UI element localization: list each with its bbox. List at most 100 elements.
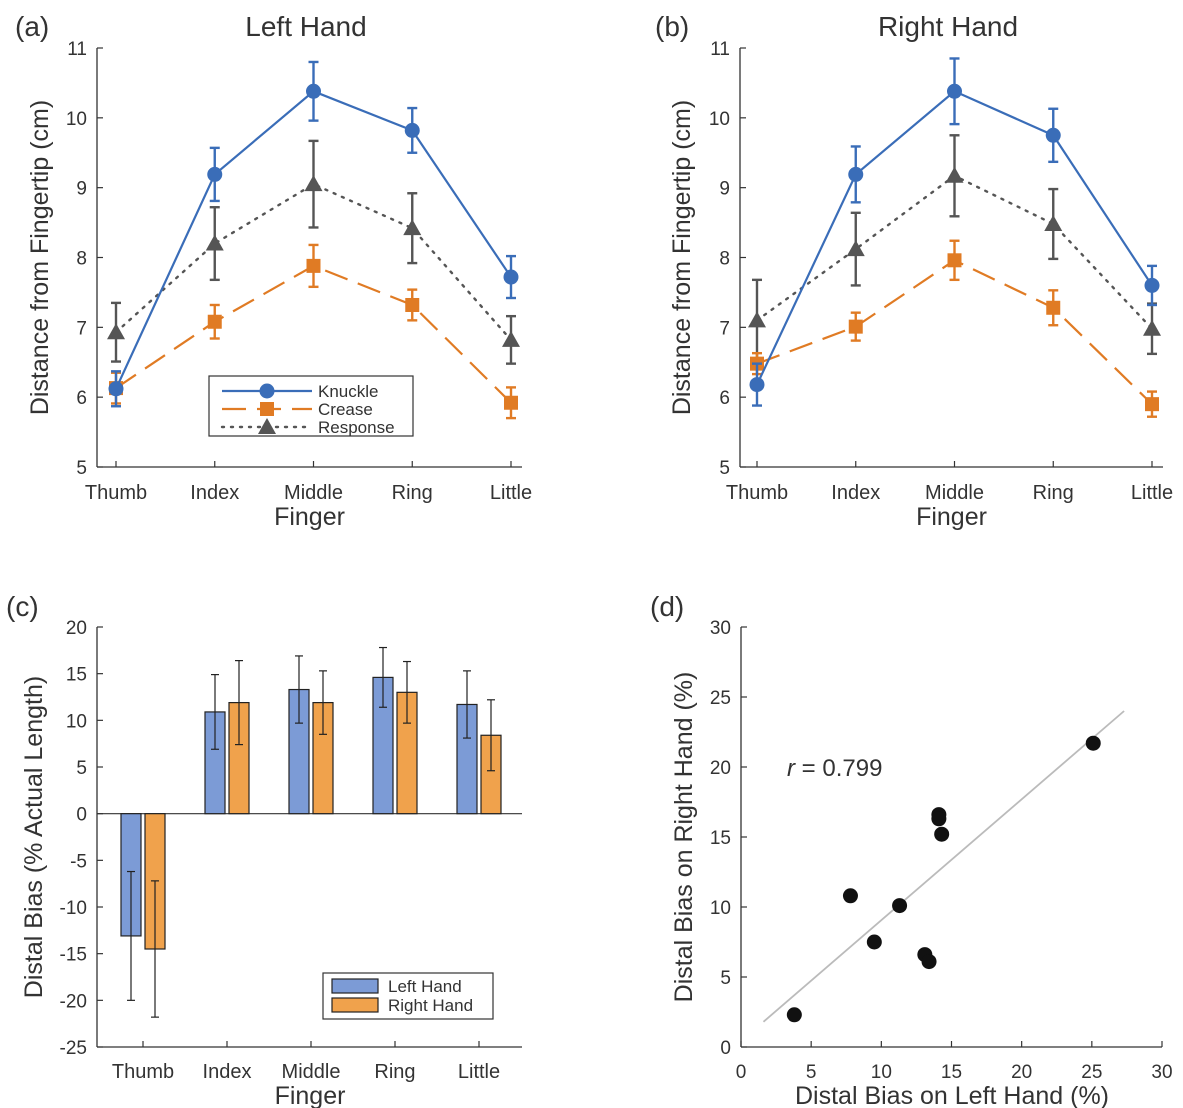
- series-line-response: [114, 182, 513, 342]
- panel-label: (a): [15, 11, 49, 42]
- data-point-knuckle: [404, 122, 420, 138]
- panel-label: (c): [6, 591, 39, 622]
- data-point-response: [748, 311, 766, 328]
- y-tick-label: -15: [60, 945, 87, 966]
- panel-c: (c) -25 -20 -15 -10 -5 0 5 10 15 20 Thumb Index Middl…: [6, 591, 522, 1108]
- data-point-response: [304, 175, 323, 192]
- y-tick-label: 5: [76, 458, 87, 479]
- x-tick-label: Ring: [1033, 482, 1074, 504]
- scatter-point: [931, 811, 947, 827]
- y-tick-label: 20: [66, 618, 87, 639]
- y-tick-label: 5: [720, 968, 731, 989]
- x-tick-label: 20: [1011, 1062, 1032, 1083]
- legend-label: Left Hand: [388, 977, 462, 996]
- data-point-crease: [1145, 397, 1159, 412]
- legend-label: Knuckle: [318, 382, 378, 401]
- panel-title: Left Hand: [245, 11, 366, 42]
- y-tick-label: 10: [66, 109, 87, 130]
- x-axis-label: Finger: [916, 503, 987, 531]
- y-tick-label: 9: [719, 179, 730, 200]
- y-tick-label: 8: [76, 249, 87, 270]
- y-tick-label: 25: [710, 688, 731, 709]
- x-tick-label: Middle: [282, 1061, 341, 1083]
- x-axis-label: Finger: [275, 1082, 346, 1108]
- x-tick-label: Little: [490, 482, 532, 504]
- y-tick-label: -25: [60, 1038, 87, 1059]
- y-tick-label: 7: [76, 318, 87, 339]
- panel-label: (b): [655, 11, 689, 42]
- panel-d: (d) 0 5 10 15 20 25 30 0 5 10 15 20 25 30 Distal Bias o…: [650, 591, 1173, 1108]
- legend-label: Crease: [318, 400, 373, 419]
- legend-marker: [260, 402, 274, 416]
- x-tick-label: 25: [1081, 1062, 1102, 1083]
- y-tick-label: 11: [67, 39, 87, 60]
- data-point-knuckle: [207, 166, 223, 182]
- fit-line: [762, 710, 1125, 1023]
- panel-a: (a) Left Hand 5 6 7 8 9 10 11 Thumb Index Middle Rin…: [15, 11, 532, 531]
- data-point-response: [205, 234, 224, 251]
- y-axis-label: Distal Bias (% Actual Length): [20, 676, 48, 998]
- scatter-point: [892, 898, 908, 914]
- y-tick-label: 7: [719, 318, 730, 339]
- data-point-knuckle: [749, 377, 765, 393]
- x-tick-label: 0: [736, 1062, 747, 1083]
- data-point-response: [846, 240, 865, 257]
- y-tick-label: 6: [719, 388, 730, 409]
- x-tick-label: Index: [190, 482, 239, 504]
- x-tick-label: Middle: [284, 482, 343, 504]
- x-tick-label: Ring: [374, 1061, 415, 1083]
- y-tick-label: 10: [709, 109, 730, 130]
- data-point-crease: [504, 395, 518, 410]
- y-axis-label: Distance from Fingertip (cm): [668, 100, 696, 415]
- x-tick-label: Index: [831, 482, 880, 504]
- y-tick-label: -5: [70, 851, 87, 872]
- scatter-point: [921, 954, 937, 970]
- data-point-knuckle: [503, 269, 519, 285]
- x-tick-label: Little: [458, 1061, 500, 1083]
- data-point-crease: [405, 297, 420, 312]
- scatter-point: [786, 1007, 802, 1023]
- data-point-response: [945, 166, 964, 183]
- legend-marker: [258, 418, 276, 434]
- y-axis-label: Distance from Fingertip (cm): [26, 100, 54, 415]
- y-tick-label: 15: [710, 828, 731, 849]
- y-tick-label: 9: [76, 179, 87, 200]
- data-point-knuckle: [848, 166, 864, 182]
- y-tick-label: 5: [76, 758, 87, 779]
- legend-label: Right Hand: [388, 996, 473, 1015]
- x-axis-label: Distal Bias on Left Hand (%): [795, 1082, 1109, 1108]
- x-tick-label: 10: [871, 1062, 892, 1083]
- y-tick-label: 6: [76, 388, 87, 409]
- x-tick-label: 5: [806, 1062, 817, 1083]
- data-point-response: [502, 330, 520, 347]
- y-tick-label: 10: [710, 898, 731, 919]
- y-tick-label: 11: [710, 39, 730, 60]
- data-point-response: [1044, 214, 1063, 231]
- data-point-crease: [207, 314, 222, 329]
- y-tick-label: 5: [719, 458, 730, 479]
- y-tick-label: 20: [710, 758, 731, 779]
- y-tick-label: 0: [720, 1038, 731, 1059]
- correlation-symbol: r: [787, 755, 796, 782]
- legend-label: Response: [318, 418, 395, 437]
- x-tick-label: 30: [1151, 1062, 1172, 1083]
- correlation-value: = 0.799: [795, 755, 882, 782]
- legend-swatch: [331, 978, 379, 994]
- x-tick-label: Thumb: [112, 1061, 174, 1083]
- data-point-knuckle: [1045, 127, 1061, 143]
- series-line-crease: [756, 259, 1153, 405]
- data-point-crease: [306, 258, 321, 273]
- data-point-knuckle: [947, 83, 962, 99]
- legend-swatch: [331, 997, 379, 1013]
- data-point-knuckle: [108, 381, 124, 397]
- y-tick-label: 8: [719, 249, 730, 270]
- y-tick-label: -20: [60, 991, 87, 1012]
- legend-marker: [259, 383, 275, 399]
- y-axis-label: Distal Bias on Right Hand (%): [670, 672, 698, 1003]
- panel-label: (d): [650, 591, 684, 622]
- x-tick-label: Index: [203, 1061, 252, 1083]
- y-tick-label: 10: [66, 711, 87, 732]
